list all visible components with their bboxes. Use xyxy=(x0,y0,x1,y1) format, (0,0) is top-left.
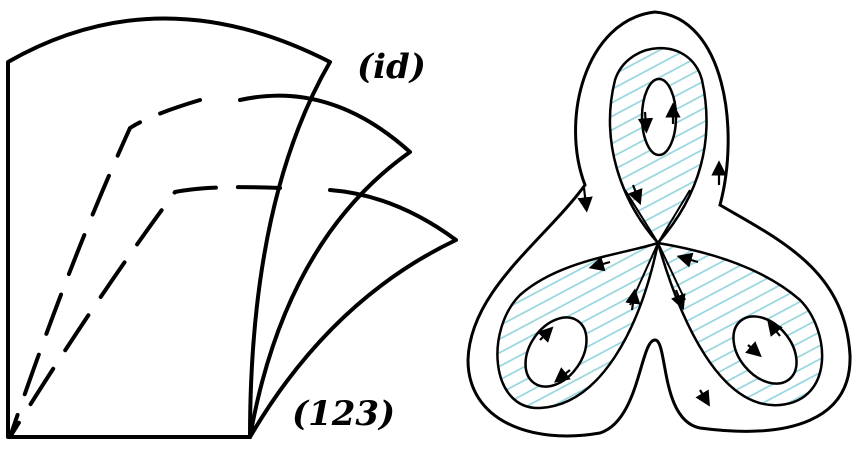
arrow-outer-bottom xyxy=(700,390,706,400)
second-sheet-hidden-edge xyxy=(10,100,200,437)
front-sheet xyxy=(8,19,330,438)
top-hole xyxy=(642,79,676,155)
label-123: (123) xyxy=(292,394,395,434)
second-sheet-outline xyxy=(240,96,410,437)
third-sheet-hidden-edge xyxy=(10,187,280,437)
three-lobed-surface xyxy=(468,12,850,436)
label-id: (id) xyxy=(357,47,426,87)
arrow-top-hole-left xyxy=(645,112,646,126)
arrow-outer-left xyxy=(584,188,586,205)
